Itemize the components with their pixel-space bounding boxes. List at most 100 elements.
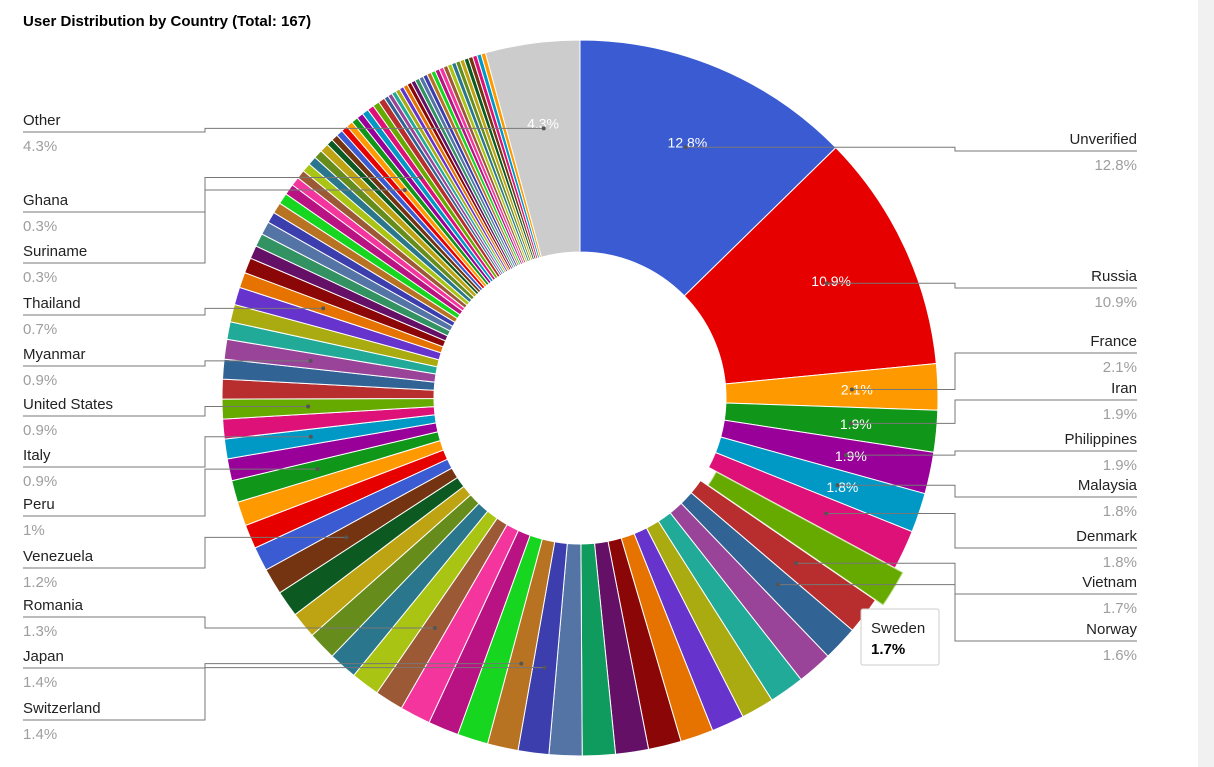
- legend-value-other: 4.3%: [23, 138, 57, 155]
- leader-dot-venezuela: [344, 535, 349, 540]
- leader-line-france: [851, 352, 1137, 391]
- legend-value-iran: 1.9%: [1103, 406, 1137, 423]
- legend-value-norway: 1.6%: [1103, 647, 1137, 664]
- legend-value-vietnam: 1.7%: [1103, 600, 1137, 617]
- leader-dot-other: [541, 126, 546, 131]
- leader-line-japan: [23, 663, 522, 669]
- slice-label-96: 4.3%: [527, 115, 559, 131]
- leader-line-myanmar: [23, 360, 311, 367]
- leader-line-switzerland: [23, 667, 545, 721]
- legend-name-romania: Romania: [23, 597, 84, 614]
- legend-name-iran: Iran: [1111, 380, 1137, 397]
- legend-value-myanmar: 0.9%: [23, 372, 57, 389]
- leader-line-norway: [777, 584, 1137, 642]
- leader-dot-ghana: [418, 175, 423, 180]
- legend-value-unverified: 12.8%: [1094, 157, 1137, 174]
- leader-dot-italy: [308, 434, 313, 439]
- legend-value-peru: 1%: [23, 522, 45, 539]
- leader-line-ghana: [23, 176, 421, 213]
- pie-slice-labels: 12.8%10.9%2.1%1.9%1.9%1.8%4.3%: [527, 115, 873, 494]
- slice-label-1: 10.9%: [811, 273, 851, 289]
- pie-slices: [221, 39, 939, 757]
- leader-dot-suriname: [402, 187, 407, 192]
- legend-name-myanmar: Myanmar: [23, 346, 86, 363]
- leader-line-other: [23, 127, 544, 133]
- legend-value-venezuela: 1.2%: [23, 574, 57, 591]
- leader-line-peru: [23, 468, 318, 517]
- leader-dot-norway: [775, 582, 780, 587]
- leader-dot-thailand: [321, 306, 326, 311]
- legend-value-japan: 1.4%: [23, 674, 57, 691]
- slice-label-5: 1.8%: [826, 479, 858, 495]
- leader-line-unverified: [685, 146, 1137, 152]
- legend-name-thailand: Thailand: [23, 295, 81, 312]
- legend-name-italy: Italy: [23, 447, 51, 464]
- leader-dot-russia: [824, 281, 829, 286]
- leader-line-romania: [23, 616, 435, 629]
- leader-dot-myanmar: [308, 358, 313, 363]
- leader-line-russia: [826, 282, 1137, 289]
- vertical-scrollbar[interactable]: [1198, 0, 1214, 767]
- legend-name-peru: Peru: [23, 496, 55, 513]
- leader-dot-iran: [848, 421, 853, 426]
- legend-value-romania: 1.3%: [23, 623, 57, 640]
- leader-dot-romania: [432, 626, 437, 631]
- leader-line-iran: [850, 399, 1137, 424]
- legend-name-united-states: United States: [23, 396, 113, 413]
- leader-line-malaysia: [837, 484, 1137, 498]
- legend-value-switzerland: 1.4%: [23, 726, 57, 743]
- chart-title: User Distribution by Country (Total: 167…: [23, 13, 311, 30]
- legend-name-switzerland: Switzerland: [23, 700, 101, 717]
- leader-line-italy: [23, 436, 311, 468]
- legend-name-philippines: Philippines: [1064, 431, 1137, 448]
- legend-value-philippines: 1.9%: [1103, 457, 1137, 474]
- legend-value-france: 2.1%: [1103, 359, 1137, 376]
- leader-dot-united-states: [306, 404, 311, 409]
- legend-name-ghana: Ghana: [23, 192, 69, 209]
- legend-name-unverified: Unverified: [1069, 131, 1137, 148]
- slice-tooltip: Sweden 1.7%: [860, 608, 940, 666]
- leader-line-denmark: [826, 513, 1137, 549]
- legend-value-malaysia: 1.8%: [1103, 503, 1137, 520]
- legend-name-venezuela: Venezuela: [23, 548, 94, 565]
- legend-name-other: Other: [23, 112, 61, 129]
- leader-dot-unverified: [683, 145, 688, 150]
- slice-unverified[interactable]: [579, 39, 837, 297]
- leader-line-vietnam: [796, 562, 1137, 595]
- legend-value-suriname: 0.3%: [23, 269, 57, 286]
- leader-dot-denmark: [824, 511, 829, 516]
- leader-dot-philippines: [843, 453, 848, 458]
- legend-name-denmark: Denmark: [1076, 528, 1137, 545]
- leader-dot-france: [849, 387, 854, 392]
- legend-value-thailand: 0.7%: [23, 321, 57, 338]
- legend-name-malaysia: Malaysia: [1078, 477, 1138, 494]
- leader-line-united-states: [23, 405, 309, 417]
- leader-dot-malaysia: [835, 483, 840, 488]
- leader-dot-switzerland: [542, 665, 547, 670]
- legend-name-japan: Japan: [23, 648, 64, 665]
- legend-value-denmark: 1.8%: [1103, 554, 1137, 571]
- leader-line-venezuela: [23, 536, 347, 569]
- legend-name-france: France: [1090, 333, 1137, 350]
- leader-dot-peru: [315, 467, 320, 472]
- legend-name-russia: Russia: [1091, 268, 1138, 285]
- slice-other[interactable]: [484, 39, 581, 258]
- legend-value-united-states: 0.9%: [23, 422, 57, 439]
- leader-dot-vietnam: [794, 561, 799, 566]
- leader-dot-japan: [519, 661, 524, 666]
- leader-line-suriname: [23, 189, 405, 264]
- slice-label-4: 1.9%: [835, 448, 867, 464]
- leader-line-thailand: [23, 307, 324, 316]
- slice-russia[interactable]: [683, 146, 937, 385]
- legend-leader-lines: [23, 126, 1137, 721]
- slice-denmark[interactable]: [707, 451, 913, 569]
- tooltip-value: 1.7%: [871, 641, 905, 658]
- legend-name-vietnam: Vietnam: [1082, 574, 1137, 591]
- legend-value-russia: 10.9%: [1094, 294, 1137, 311]
- tooltip-name: Sweden: [871, 620, 925, 637]
- legend-value-ghana: 0.3%: [23, 218, 57, 235]
- legend-value-italy: 0.9%: [23, 473, 57, 490]
- legend-name-norway: Norway: [1086, 621, 1137, 638]
- leader-line-philippines: [845, 450, 1137, 456]
